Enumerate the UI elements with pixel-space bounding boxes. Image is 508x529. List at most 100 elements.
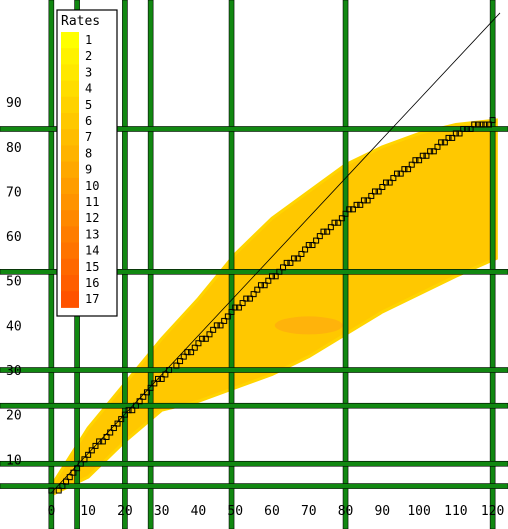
legend-label: 16 xyxy=(85,276,99,290)
data-point xyxy=(202,335,209,342)
data-point xyxy=(489,117,496,124)
data-point xyxy=(386,179,393,186)
legend-swatch xyxy=(61,258,79,276)
data-point xyxy=(155,375,161,382)
data-point xyxy=(390,175,397,182)
legend-swatch xyxy=(61,226,79,244)
data-point xyxy=(412,157,419,164)
data-point xyxy=(276,268,283,275)
data-point xyxy=(239,300,246,307)
data-point xyxy=(283,259,290,266)
y-tick-label: 90 xyxy=(6,96,22,111)
x-tick-label: 120 xyxy=(481,504,504,519)
data-point xyxy=(136,398,143,405)
data-point xyxy=(166,367,173,374)
data-point xyxy=(96,438,103,445)
legend-swatch xyxy=(61,48,79,65)
data-point xyxy=(434,143,441,150)
data-point xyxy=(364,197,371,204)
data-point xyxy=(482,121,489,128)
x-tick-label: 110 xyxy=(444,504,467,519)
grid-line-vertical xyxy=(342,0,349,529)
data-point xyxy=(217,322,224,329)
grid-line-horizontal xyxy=(0,460,508,467)
data-point xyxy=(66,474,73,481)
data-point xyxy=(357,201,364,208)
data-point xyxy=(254,286,261,293)
legend-swatch xyxy=(61,64,79,82)
data-point xyxy=(173,362,180,369)
legend-label: 15 xyxy=(85,260,99,274)
data-point xyxy=(338,215,345,222)
y-tick-label: 40 xyxy=(6,319,22,334)
y-axis-ticks: 10 20 30 40 50 60 70 80 90 xyxy=(6,96,22,468)
data-point xyxy=(346,206,353,213)
legend-label: 4 xyxy=(85,82,92,96)
y-tick-label: 50 xyxy=(6,275,22,290)
legend-swatch xyxy=(61,113,79,130)
data-point xyxy=(110,425,117,432)
data-point xyxy=(235,304,242,311)
data-point xyxy=(298,250,305,257)
data-point xyxy=(280,264,287,271)
legend-swatch xyxy=(61,161,79,179)
data-point xyxy=(92,442,99,449)
data-point xyxy=(121,411,128,418)
data-point xyxy=(309,242,316,249)
data-point xyxy=(291,255,298,262)
data-point xyxy=(70,469,77,476)
data-point xyxy=(360,197,367,204)
data-point xyxy=(331,219,338,226)
data-point xyxy=(269,273,275,280)
x-tick-label: 80 xyxy=(338,504,354,519)
data-points xyxy=(48,117,496,494)
data-point xyxy=(118,416,125,423)
density-hotspot xyxy=(274,316,343,335)
x-tick-label: 50 xyxy=(227,504,243,519)
legend-swatch xyxy=(61,194,79,211)
data-point xyxy=(88,447,95,454)
legend-label: 3 xyxy=(85,65,92,79)
data-point xyxy=(445,134,452,141)
data-point xyxy=(427,148,434,155)
legend-swatch xyxy=(61,145,79,163)
data-point xyxy=(147,384,154,391)
data-point xyxy=(416,157,423,164)
legend-label: 17 xyxy=(85,292,99,306)
data-point xyxy=(257,282,264,289)
legend-swatch xyxy=(61,96,79,114)
grid-line-vertical xyxy=(228,0,235,529)
grid-line-vertical xyxy=(48,0,55,529)
data-point xyxy=(180,353,187,360)
legend-label: 12 xyxy=(85,211,99,225)
data-point xyxy=(99,438,106,445)
data-point xyxy=(265,277,272,284)
x-tick-label: 100 xyxy=(407,504,430,519)
data-point xyxy=(405,166,412,173)
grid-line-vertical xyxy=(489,0,496,529)
data-point xyxy=(213,322,220,329)
x-tick-label: 0 xyxy=(47,504,55,519)
data-point xyxy=(327,224,334,231)
data-point xyxy=(401,166,408,173)
data-point xyxy=(305,242,312,249)
data-point xyxy=(349,206,356,213)
legend-label: 6 xyxy=(85,114,92,128)
legend-title: Rates xyxy=(61,14,100,29)
data-point xyxy=(272,273,279,280)
legend-label: 7 xyxy=(85,130,92,144)
x-axis-ticks: 0 10 20 30 40 50 60 70 80 90 100 110 120 xyxy=(47,504,504,519)
x-tick-label: 30 xyxy=(154,504,170,519)
data-point xyxy=(449,134,456,141)
legend-swatch xyxy=(61,242,79,260)
data-point xyxy=(243,295,250,302)
legend-label: 11 xyxy=(85,195,99,209)
data-point xyxy=(438,139,445,146)
data-point xyxy=(379,184,386,191)
grid-line-horizontal xyxy=(0,126,508,132)
grid-line-horizontal xyxy=(0,269,508,275)
data-point xyxy=(287,259,294,266)
grid-line-vertical xyxy=(147,0,154,529)
data-point xyxy=(132,402,139,409)
